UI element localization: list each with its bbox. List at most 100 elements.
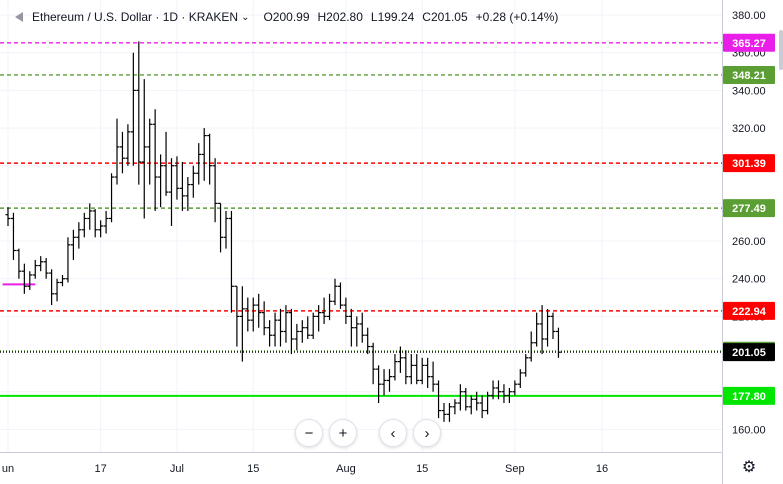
time-axis[interactable] <box>0 452 722 484</box>
ohlc-bar <box>49 269 55 306</box>
price-label-box <box>723 33 775 52</box>
ohlc-bar <box>365 327 371 355</box>
scroll-right-button[interactable]: › <box>413 419 441 447</box>
ohlc-bar <box>392 354 398 381</box>
ohlc-bar <box>234 285 240 347</box>
ohlc-bar <box>550 312 556 339</box>
ohlc-bar <box>87 203 93 230</box>
ohlc-bar <box>370 342 376 385</box>
ohlc-bar <box>332 278 338 306</box>
ohlc-bar <box>506 387 512 404</box>
ohlc-bar <box>321 297 327 324</box>
x-tick-label: 16 <box>596 463 608 475</box>
ohlc-bar <box>70 229 76 260</box>
ohlc-bar <box>452 399 458 415</box>
ohlc-bar <box>98 220 104 238</box>
price-label-box <box>723 65 775 84</box>
open-label: O <box>263 10 273 24</box>
ohlc-bar <box>179 161 185 211</box>
ohlc-bar <box>523 354 529 377</box>
ohlc-bar <box>446 403 452 422</box>
ohlc-bar <box>354 316 360 347</box>
ohlc-bar <box>125 124 131 166</box>
ohlc-bar <box>92 209 98 238</box>
ohlc-bar <box>212 158 218 223</box>
plot-area[interactable] <box>0 0 722 452</box>
ohlc-bar <box>278 308 283 347</box>
ohlc-bar <box>430 361 436 392</box>
ohlc-bar <box>283 305 289 343</box>
ohlc-bar <box>190 165 196 198</box>
change-value: +0.28 (+0.14%) <box>475 10 559 24</box>
ohlc-bar <box>32 259 38 279</box>
chevron-down-icon[interactable]: ⌄ <box>241 11 250 23</box>
ohlc-bar <box>228 210 234 313</box>
ohlc-bar <box>359 312 365 343</box>
ohlc-bar <box>223 210 229 249</box>
ohlc-bar <box>169 158 174 226</box>
price-label: 301.39 <box>732 158 766 170</box>
ohlc-bar <box>54 278 60 302</box>
ohlc-bar <box>38 256 44 272</box>
ohlc-bar <box>463 387 469 411</box>
ohlc-bar <box>114 118 120 185</box>
ohlc-bar <box>119 131 125 174</box>
y-tick-label: 160.00 <box>732 424 766 436</box>
high-label: H <box>317 10 327 24</box>
x-tick-label: 17 <box>95 463 107 475</box>
ohlc-bar <box>109 173 115 223</box>
scroll-left-button[interactable]: ‹ <box>379 419 407 447</box>
high-value: 202.80 <box>326 10 363 24</box>
y-tick-label: 260.00 <box>732 236 766 248</box>
price-label-box <box>723 154 775 173</box>
price-label: 365.27 <box>732 38 766 50</box>
price-label-box <box>723 199 775 218</box>
ohlc-bar <box>267 320 273 347</box>
ohlc-bar <box>294 323 300 351</box>
ohlc-bar <box>425 357 431 388</box>
x-tick-label: Aug <box>336 463 356 475</box>
ohlc-bar <box>27 271 33 291</box>
ohlc-bar <box>272 312 278 347</box>
ohlc-bar <box>403 350 409 385</box>
ohlc-bar <box>147 118 153 185</box>
gear-icon[interactable]: ⚙ <box>741 459 757 476</box>
collapse-arrow-icon[interactable] <box>12 12 26 22</box>
x-tick-label: un <box>2 463 14 475</box>
ohlc-bar <box>250 297 256 332</box>
ohlc-bar <box>158 154 164 208</box>
ohlc-bar <box>136 41 142 185</box>
ohlc-bar <box>539 305 545 355</box>
ohlc-bar <box>387 369 392 392</box>
price-label: 222.94 <box>732 306 767 318</box>
zoom-out-button[interactable]: − <box>295 419 323 447</box>
y-tick-label: 240.00 <box>732 274 766 286</box>
zoom-controls: − + ‹ › <box>295 419 441 447</box>
ohlc-bar <box>436 380 442 419</box>
ohlc-bar <box>130 52 136 166</box>
ohlc-bar <box>397 346 403 373</box>
ohlc-low: L199.24 <box>371 10 414 24</box>
ohlc-bar <box>239 286 245 362</box>
ohlc-bar <box>43 258 49 279</box>
close-label: C <box>422 10 431 24</box>
ohlc-bar <box>343 297 349 324</box>
ohlc-bar <box>414 354 420 385</box>
ohlc-bar <box>60 274 65 287</box>
low-label: L <box>370 10 378 24</box>
ohlc-bar <box>261 301 267 336</box>
symbol-title[interactable]: Ethereum / U.S. Dollar · 1D · KRAKEN <box>32 10 239 24</box>
ohlc-bar <box>103 210 109 234</box>
scrollbar[interactable] <box>779 30 783 70</box>
zoom-in-button[interactable]: + <box>329 419 357 447</box>
ohlc-bar <box>474 391 480 411</box>
ohlc-bar <box>485 391 491 415</box>
ohlc-bar <box>419 357 425 385</box>
x-tick-label: Sep <box>505 463 525 475</box>
ohlc-bar <box>316 305 322 332</box>
ohlc-bar <box>381 369 387 396</box>
ohlc-bar <box>490 380 496 400</box>
ohlc-bar <box>517 369 523 388</box>
ohlc-bar <box>512 380 518 396</box>
